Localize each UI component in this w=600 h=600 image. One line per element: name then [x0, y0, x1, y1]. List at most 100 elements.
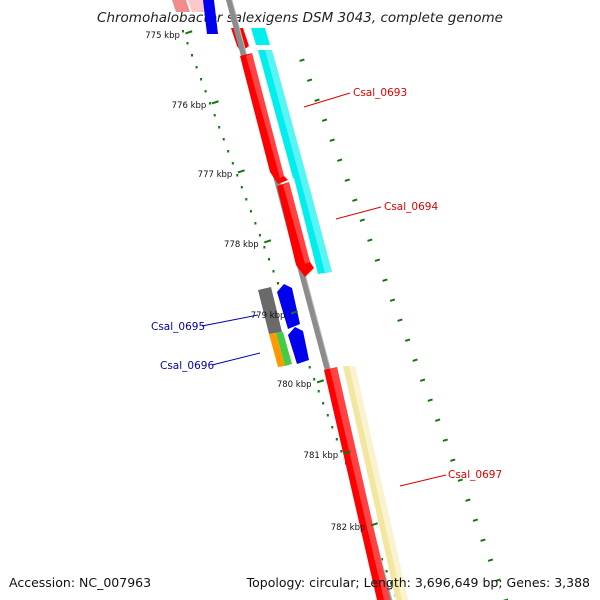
ruler-dot — [263, 246, 266, 249]
ruler-dot — [381, 558, 384, 561]
tick-mark — [185, 30, 193, 35]
tick-mark — [237, 169, 245, 174]
ruler-dot — [258, 234, 261, 237]
outer-ruler-dash — [382, 278, 388, 282]
outer-ruler-dots — [299, 58, 509, 600]
cog-csal-0693-shade — [265, 50, 307, 178]
label-csal-0697[interactable]: Csal_0697 — [448, 469, 502, 481]
ruler-dot — [200, 78, 203, 81]
tick-mark — [211, 100, 219, 105]
outer-ruler-dash — [352, 198, 358, 202]
feature-top-pink2[interactable] — [188, 0, 207, 12]
tick-mark — [343, 450, 351, 455]
gene-csal-0694-highlight — [283, 182, 310, 264]
ruler-dot — [222, 138, 225, 141]
tick-label: 781 kbp — [304, 451, 339, 461]
label-csal-0694[interactable]: Csal_0694 — [384, 201, 438, 213]
callout-csal-0693 — [303, 92, 351, 108]
outer-ruler-dash — [495, 578, 501, 582]
ruler-dot — [272, 270, 275, 273]
outer-ruler-dash — [465, 498, 471, 502]
ruler-dot — [195, 66, 198, 69]
tick-label: 775 kbp — [145, 31, 180, 41]
gene-csal-0696[interactable] — [288, 327, 309, 364]
callout-csal-0697 — [399, 474, 447, 487]
cog-csal-0697-shade — [349, 366, 408, 600]
ruler-dot — [317, 390, 320, 393]
tick-mark — [370, 522, 378, 527]
outer-ruler-dash — [472, 518, 479, 522]
tick-label: 782 kbp — [331, 523, 366, 533]
ruler-dot — [308, 366, 311, 369]
outer-ruler-dash — [374, 258, 381, 262]
outer-ruler-dash — [397, 318, 403, 322]
label-csal-0695[interactable]: Csal_0695 — [151, 321, 205, 333]
feature-top-pink[interactable] — [172, 0, 190, 12]
ruler-dot — [182, 30, 184, 33]
ruler-dot — [236, 174, 239, 177]
gene-csal-0695[interactable] — [277, 284, 300, 329]
outer-ruler-dash — [359, 218, 365, 222]
feature-top-cyan[interactable] — [251, 28, 270, 45]
outer-ruler-dash — [367, 238, 373, 242]
ruler-dot — [340, 450, 343, 453]
outer-ruler-dash — [404, 338, 411, 342]
ruler-dot — [213, 114, 216, 117]
ruler-dot — [218, 126, 221, 129]
ruler-dot — [331, 426, 334, 429]
callout-csal-0695 — [201, 314, 259, 327]
label-csal-0696[interactable]: Csal_0696 — [160, 360, 214, 372]
ruler-dot — [385, 570, 388, 573]
cog-csal-0696-orange[interactable] — [269, 333, 285, 367]
outer-ruler-dash — [480, 538, 486, 542]
outer-ruler-dash — [502, 598, 509, 600]
outer-ruler-dash — [337, 158, 343, 162]
tick-label: 779 kbp — [251, 311, 286, 321]
callout-csal-0694 — [335, 206, 382, 220]
ruler-dot — [249, 210, 252, 213]
outer-ruler-dash — [344, 178, 350, 182]
ruler-dot — [326, 414, 329, 417]
ruler-dot — [313, 378, 316, 381]
outer-ruler-dash — [306, 78, 313, 82]
accession-text: Accession: NC_007963 — [9, 575, 152, 590]
ruler-dot — [227, 150, 230, 153]
outer-ruler-dash — [419, 378, 426, 382]
ruler-dot — [254, 222, 257, 225]
ruler-dot — [390, 582, 393, 585]
callout-csal-0696 — [211, 352, 261, 366]
tick-mark — [263, 239, 272, 244]
tick-label: 780 kbp — [277, 380, 312, 390]
cog-csal-0695[interactable] — [258, 287, 282, 334]
outer-ruler-dash — [412, 358, 418, 362]
gene-csal-0693-highlight — [246, 53, 284, 178]
tick-mark — [290, 310, 298, 315]
tick-labels: 775 kbp 776 kbp 777 kbp 778 kbp 779 kbp 780 k… — [145, 30, 378, 533]
cog-csal-0696-green[interactable] — [276, 332, 292, 366]
ruler-dot — [231, 162, 234, 165]
outer-ruler-dash — [321, 118, 328, 122]
ruler-dot — [245, 198, 248, 201]
cog-csal-0694-shade — [300, 178, 332, 273]
ruler-dot — [209, 102, 212, 105]
ruler-dot — [335, 438, 338, 441]
outer-ruler-dash — [450, 458, 456, 462]
outer-ruler-dash — [442, 438, 448, 442]
ruler-dot — [322, 402, 325, 405]
feature-top-blue[interactable] — [203, 0, 218, 34]
genome-summary-text: Topology: circular; Length: 3,696,649 bp… — [246, 575, 590, 590]
outer-ruler-dash — [314, 98, 320, 102]
outer-ruler-dash — [487, 558, 494, 562]
outer-ruler-dash — [435, 418, 441, 422]
ruler-dot — [204, 90, 207, 93]
tick-mark — [316, 379, 325, 384]
ruler-dot — [240, 186, 243, 189]
tick-label: 778 kbp — [224, 240, 259, 250]
outer-ruler-dash — [427, 398, 433, 402]
outer-ruler-dash — [389, 298, 396, 302]
ruler-dot — [191, 54, 193, 57]
label-csal-0693[interactable]: Csal_0693 — [353, 87, 407, 99]
ruler-dot — [277, 282, 279, 285]
outer-ruler-dash — [299, 58, 305, 62]
